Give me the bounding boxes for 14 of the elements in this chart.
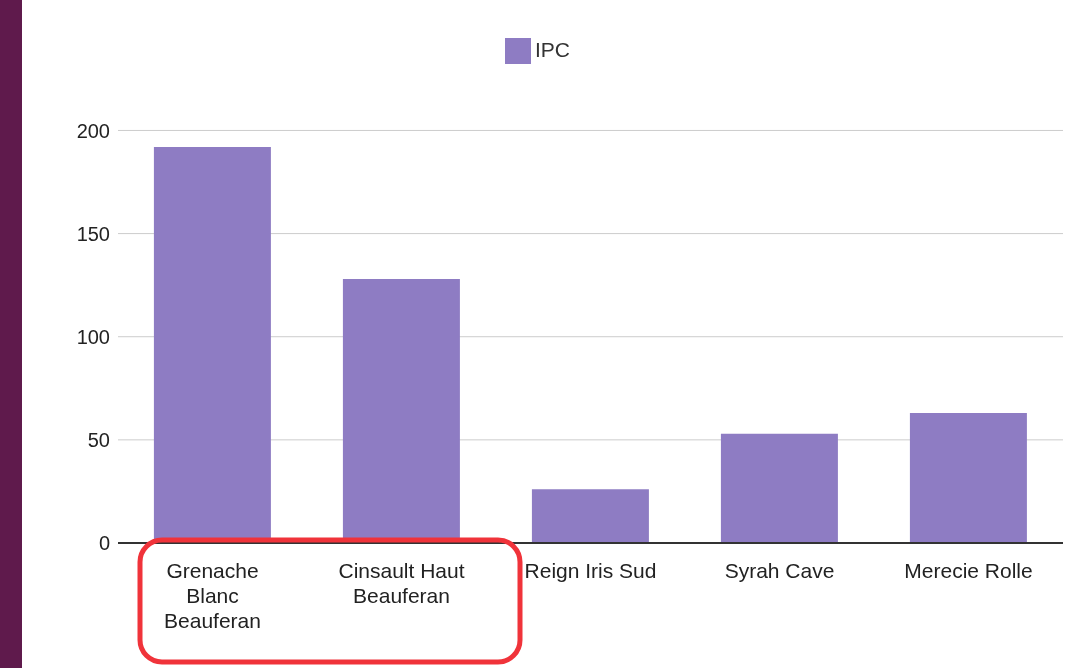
x-tick-label: Grenache Blanc Beauferan	[164, 558, 261, 633]
y-tick-label: 0	[98, 532, 110, 555]
y-tick-label: 50	[87, 428, 110, 451]
x-tick-label: Merecie Rolle	[904, 558, 1033, 582]
x-tick-label: Reign Iris Sud	[524, 558, 657, 582]
x-tick-label: Syrah Cave	[724, 558, 835, 582]
x-tick-label: Cinsault Haut Beauferan	[338, 558, 465, 608]
bar	[531, 489, 649, 543]
y-tick-label: 150	[76, 222, 110, 245]
legend-label: IPC	[534, 38, 570, 61]
y-tick-label: 100	[76, 325, 110, 348]
bar	[720, 433, 838, 543]
bar	[909, 413, 1027, 543]
y-tick-label: 200	[76, 119, 110, 142]
